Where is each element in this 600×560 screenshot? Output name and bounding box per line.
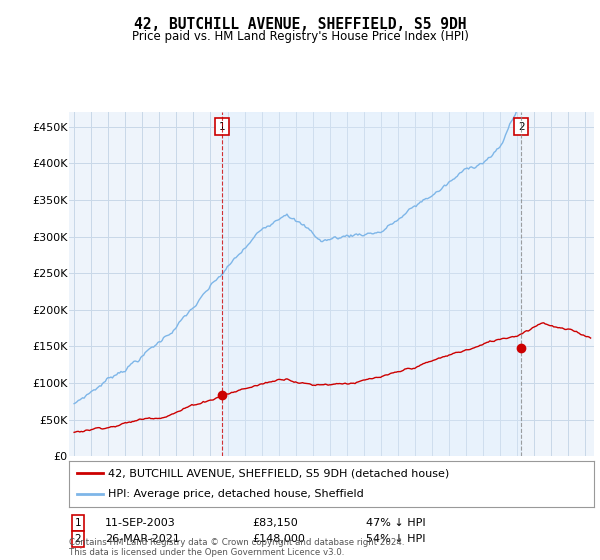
Text: Contains HM Land Registry data © Crown copyright and database right 2024.
This d: Contains HM Land Registry data © Crown c… <box>69 538 404 557</box>
Text: HPI: Average price, detached house, Sheffield: HPI: Average price, detached house, Shef… <box>109 489 364 500</box>
Text: £148,000: £148,000 <box>252 534 305 544</box>
Bar <box>223 112 521 456</box>
Text: Price paid vs. HM Land Registry's House Price Index (HPI): Price paid vs. HM Land Registry's House … <box>131 30 469 43</box>
Text: 2: 2 <box>74 534 82 544</box>
Text: 26-MAR-2021: 26-MAR-2021 <box>105 534 180 544</box>
Text: 47% ↓ HPI: 47% ↓ HPI <box>366 518 425 528</box>
Text: 1: 1 <box>219 122 226 132</box>
Text: 2: 2 <box>518 122 524 132</box>
Text: £83,150: £83,150 <box>252 518 298 528</box>
Text: 54% ↓ HPI: 54% ↓ HPI <box>366 534 425 544</box>
Text: 11-SEP-2003: 11-SEP-2003 <box>105 518 176 528</box>
Text: 42, BUTCHILL AVENUE, SHEFFIELD, S5 9DH (detached house): 42, BUTCHILL AVENUE, SHEFFIELD, S5 9DH (… <box>109 468 449 478</box>
Text: 42, BUTCHILL AVENUE, SHEFFIELD, S5 9DH: 42, BUTCHILL AVENUE, SHEFFIELD, S5 9DH <box>134 17 466 31</box>
Text: 1: 1 <box>74 518 82 528</box>
